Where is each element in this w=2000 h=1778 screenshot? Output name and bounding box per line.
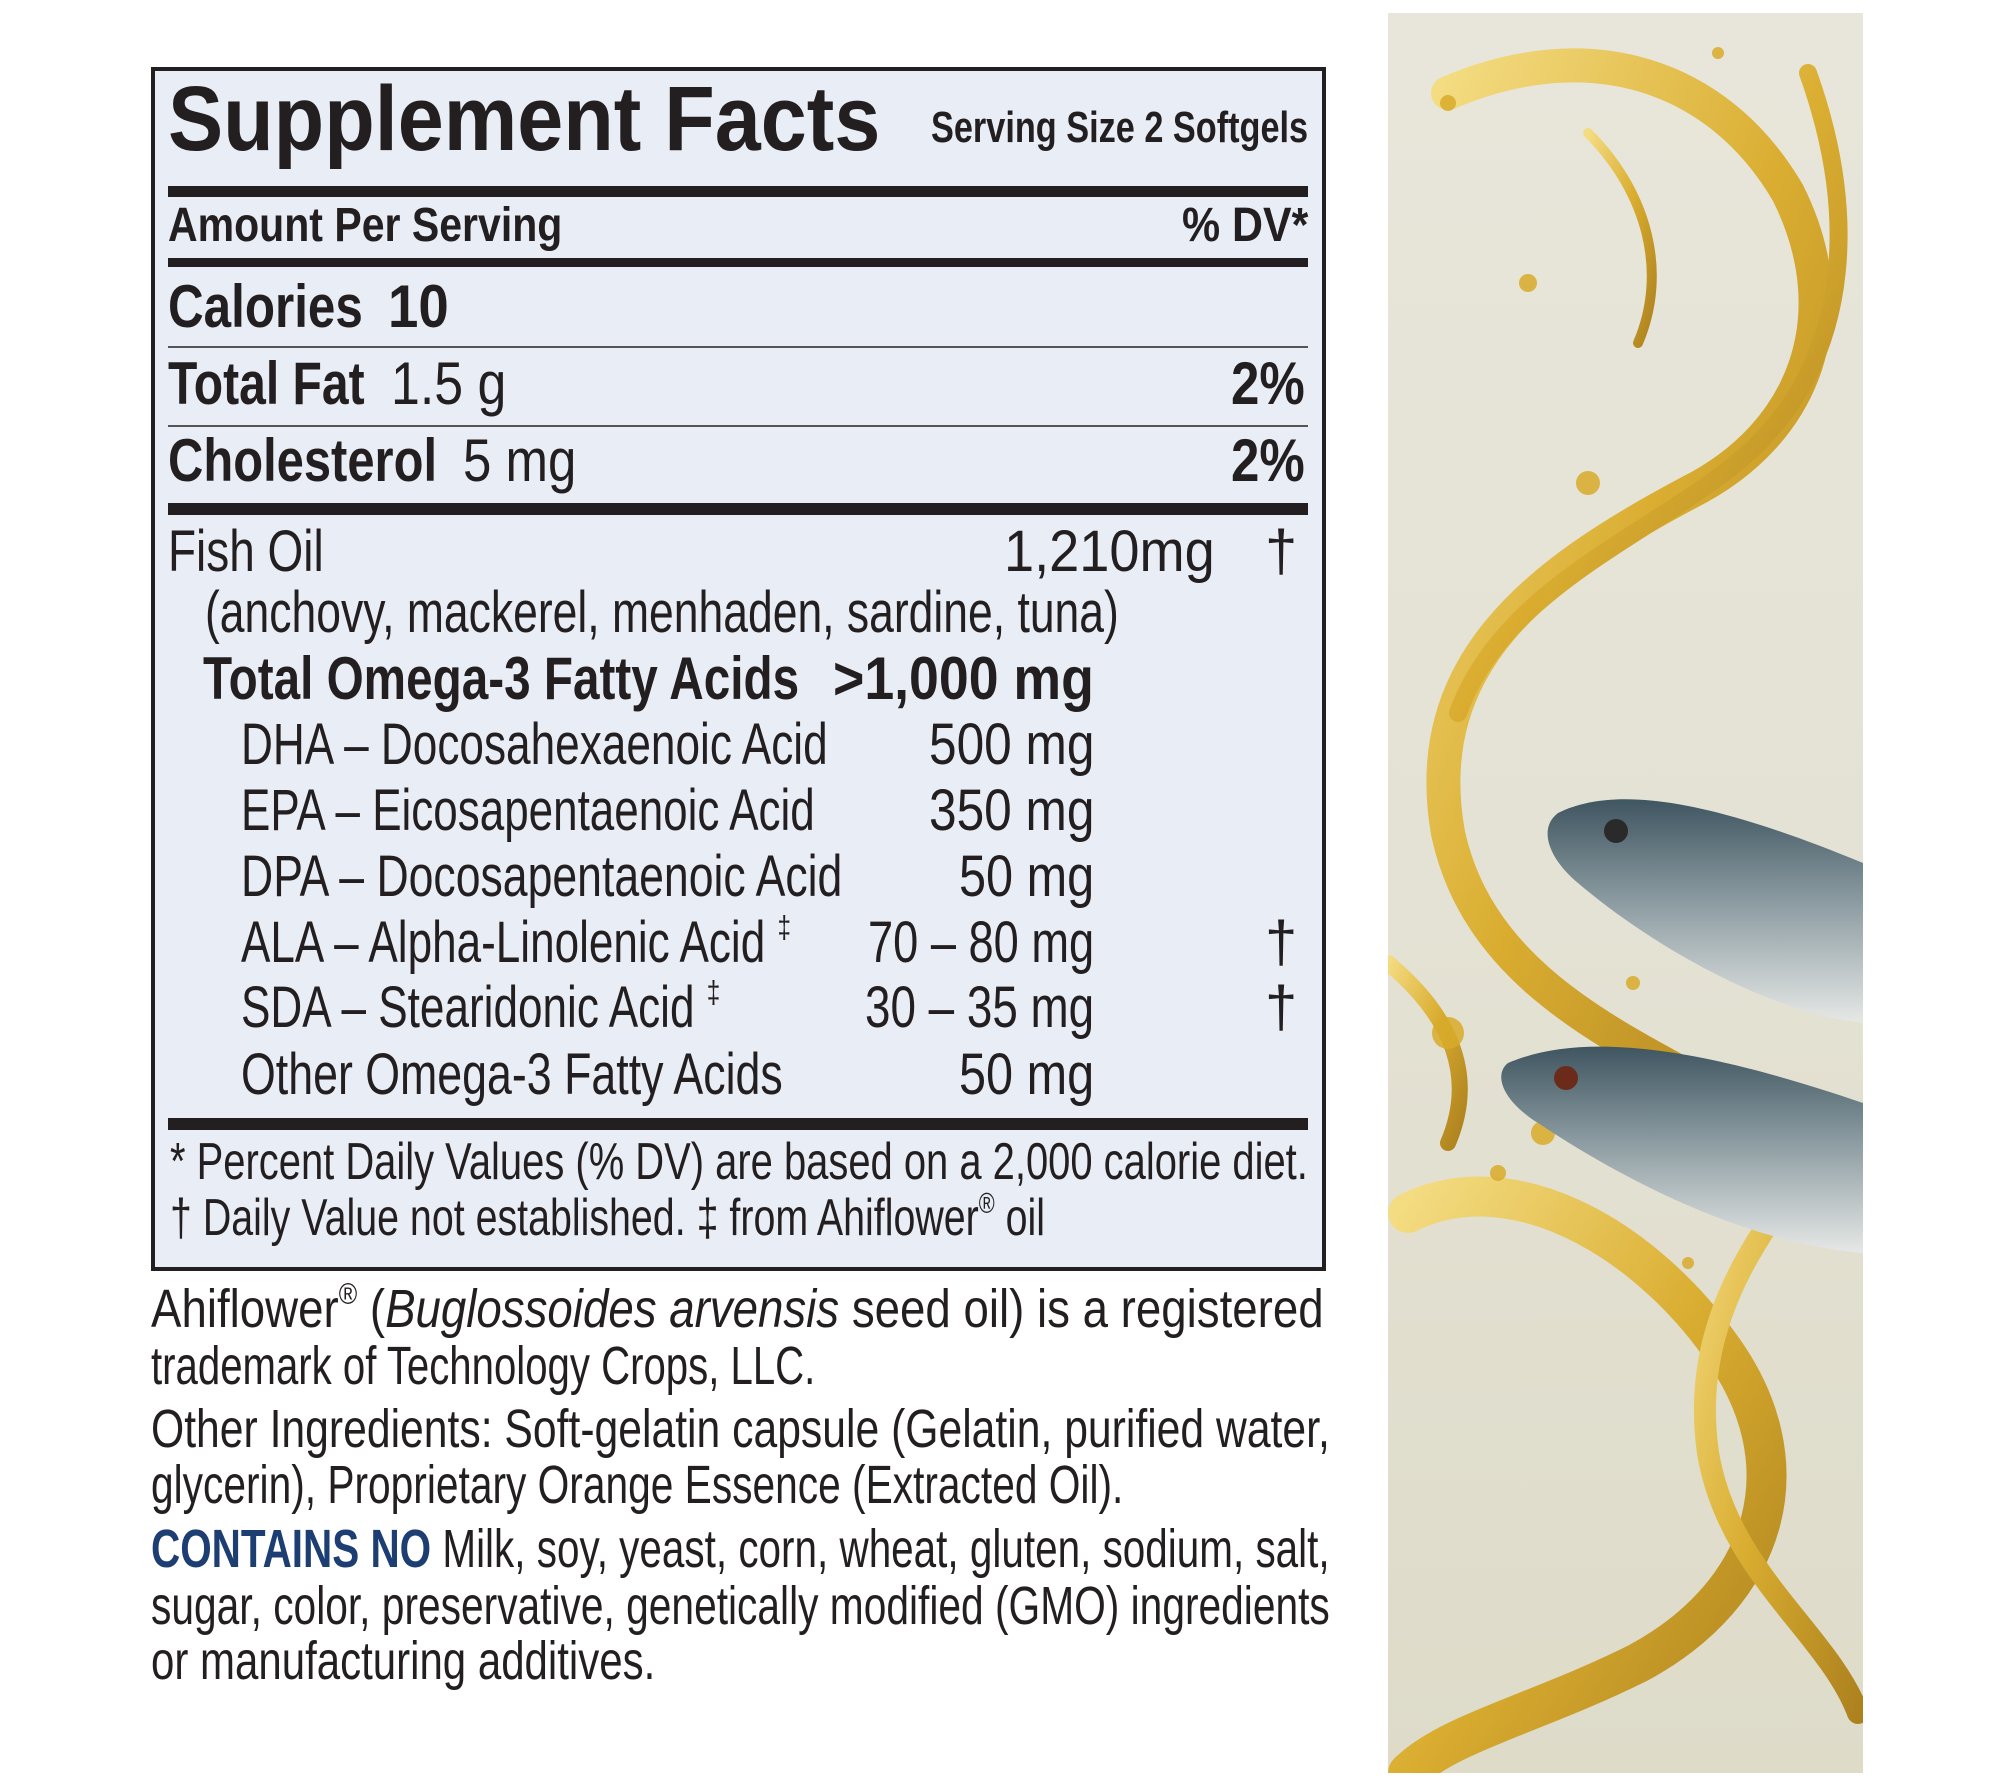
cholesterol-label: Cholesterol	[168, 427, 438, 494]
footnote-daily-values: * Percent Daily Values (% DV) are based …	[170, 1133, 1308, 1191]
fatty-acid-amount: 50 mg	[959, 844, 1095, 909]
other-ingredients-line1: Other Ingredients: Soft-gelatin capsule …	[151, 1399, 1330, 1459]
fatty-acid-name: SDA – Stearidonic Acid ‡	[241, 976, 720, 1037]
omega3-label: Total Omega-3 Fatty Acids	[203, 645, 800, 712]
oil-swirl	[1380, 48, 1869, 1778]
note-text: seed oil) is a registered	[839, 1279, 1324, 1339]
total-fat-label: Total Fat	[168, 350, 365, 417]
calories-label: Calories	[168, 273, 363, 340]
fatty-acid-name: ALA – Alpha-Linolenic Acid ‡	[241, 911, 791, 972]
contains-no-line3: or manufacturing additives.	[151, 1631, 656, 1691]
fatty-acid-amount: 50 mg	[959, 1042, 1095, 1107]
fatty-acid-amount: 350 mg	[929, 778, 1095, 843]
other-ingredients-line2: glycerin), Proprietary Orange Essence (E…	[151, 1455, 1124, 1515]
divider-thick	[168, 503, 1308, 515]
fish-oil-sources: (anchovy, mackerel, menhaden, sardine, t…	[205, 580, 1119, 645]
double-dagger-mark: ‡	[777, 909, 791, 945]
registered-mark: ®	[978, 1188, 995, 1220]
brand-name: Ahiflower	[151, 1279, 339, 1339]
amount-per-serving-header: Amount Per Serving	[168, 199, 563, 252]
divider-thin	[168, 346, 1308, 348]
species-name: Buglossoides arvensis	[385, 1279, 840, 1339]
contains-no-label: CONTAINS NO	[151, 1519, 432, 1579]
double-dagger-mark: ‡	[706, 974, 721, 1010]
footnote-text: oil	[994, 1189, 1046, 1247]
fatty-acid-name: DHA – Docosahexaenoic Acid	[241, 716, 828, 774]
divider-thick	[168, 258, 1308, 267]
ahiflower-note-line1: Ahiflower® (Buglossoides arvensis seed o…	[151, 1279, 1324, 1339]
footnote-dagger: † Daily Value not established. ‡ from Ah…	[170, 1189, 1046, 1247]
fatty-acid-amount: 30 – 35 mg	[865, 975, 1095, 1040]
mackerel-fish	[1501, 799, 1863, 1253]
total-fat-dv: 2%	[1231, 350, 1305, 417]
divider-thick	[168, 1118, 1308, 1130]
fatty-acid-name: DPA – Docosapentaenoic Acid	[241, 848, 842, 906]
fatty-acid-amount: 500 mg	[929, 712, 1095, 777]
fatty-acid-label: DHA – Docosahexaenoic Acid	[241, 712, 828, 777]
fatty-acid-name: EPA – Eicosapentaenoic Acid	[241, 782, 815, 840]
fatty-acid-amount: 70 – 80 mg	[868, 910, 1095, 975]
dagger-mark: †	[1265, 975, 1298, 1040]
fish-oil-label: Fish Oil	[168, 519, 324, 584]
omega3-amount: >1,000 mg	[833, 645, 1094, 712]
fatty-acid-label: SDA – Stearidonic Acid	[241, 975, 707, 1040]
footnote-text: † Daily Value not established. ‡ from Ah…	[170, 1189, 979, 1247]
fatty-acid-label: Other Omega-3 Fatty Acids	[241, 1042, 783, 1107]
cholesterol-dv: 2%	[1231, 427, 1305, 494]
divider-thick	[168, 186, 1308, 197]
dagger-mark: †	[1265, 519, 1298, 584]
contains-no-line2: sugar, color, preservative, genetically …	[151, 1576, 1330, 1636]
cholesterol-amount: 5 mg	[463, 427, 577, 494]
registered-mark: ®	[338, 1278, 358, 1311]
calories-value: 10	[388, 273, 449, 340]
supplement-facts-panel	[151, 67, 1326, 1271]
serving-size: Serving Size 2 Softgels	[931, 103, 1309, 152]
oil-splash-illustration	[1380, 47, 1869, 1778]
fatty-acid-name: Other Omega-3 Fatty Acids	[241, 1046, 783, 1104]
fatty-acid-label: EPA – Eicosapentaenoic Acid	[241, 778, 815, 843]
ahiflower-note-line2: trademark of Technology Crops, LLC.	[151, 1336, 816, 1396]
dv-header: % DV*	[1182, 199, 1309, 252]
total-fat-amount: 1.5 g	[391, 350, 507, 417]
fatty-acid-label: ALA – Alpha-Linolenic Acid	[241, 910, 778, 975]
fatty-acid-label: DPA – Docosapentaenoic Acid	[241, 844, 843, 909]
contains-no-line1: CONTAINS NO Milk, soy, yeast, corn, whea…	[151, 1522, 1330, 1576]
note-text: (	[357, 1279, 386, 1339]
fish-oil-amount: 1,210mg	[1004, 519, 1215, 584]
dagger-mark: †	[1265, 910, 1298, 975]
note-text: Milk, soy, yeast, corn, wheat, gluten, s…	[431, 1519, 1330, 1579]
fish-oil-splash-image	[1380, 13, 1869, 1778]
panel-title: Supplement Facts	[168, 68, 881, 170]
divider-thin	[168, 425, 1308, 427]
